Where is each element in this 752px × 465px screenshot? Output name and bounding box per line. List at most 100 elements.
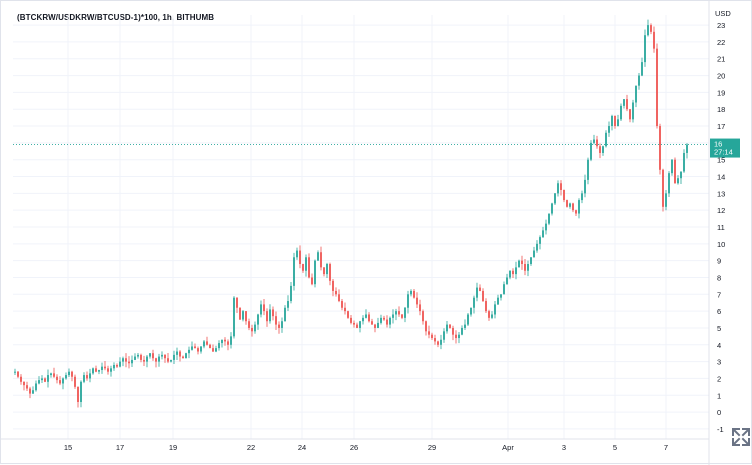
candle-body (434, 338, 436, 342)
candle (269, 304, 271, 324)
candle (320, 246, 322, 271)
candle-body (635, 85, 637, 103)
candle-body (134, 356, 136, 360)
candle (563, 189, 565, 203)
candle (434, 334, 436, 345)
price-tick-label: 23 (717, 21, 725, 30)
candle-body (164, 354, 166, 359)
candle-body (62, 378, 64, 384)
candle-body (482, 290, 484, 302)
candle (68, 368, 70, 378)
candle-body (242, 311, 244, 320)
candle (602, 145, 604, 156)
candle (353, 320, 355, 328)
candle (110, 365, 112, 377)
price-tick-label: 4 (717, 341, 721, 350)
candle-body (101, 366, 103, 371)
candle (542, 226, 544, 238)
candle (455, 330, 457, 344)
candle (479, 284, 481, 292)
candle-body (602, 146, 604, 153)
candle (188, 346, 190, 359)
candle-body (389, 317, 391, 325)
candle (413, 289, 415, 299)
candle (299, 245, 301, 269)
candle-body (578, 200, 580, 214)
candle-body (293, 257, 295, 286)
time-tick-label: 15 (64, 443, 72, 452)
time-tick-label: 5 (613, 443, 617, 452)
candle (548, 213, 550, 226)
candle-body (323, 267, 325, 275)
candle-body (14, 371, 16, 373)
candle-body (560, 183, 562, 190)
candle-body (152, 353, 154, 359)
candle (26, 381, 28, 391)
price-tick-label: 12 (717, 206, 725, 215)
candle-body (227, 341, 229, 345)
price-tick-label: 18 (717, 105, 725, 114)
candle-body (329, 264, 331, 281)
candle-body (605, 132, 607, 147)
candle (554, 193, 556, 205)
candle-body (476, 287, 478, 298)
candle (494, 300, 496, 319)
candle-body (479, 287, 481, 291)
candle (524, 259, 526, 276)
candle (410, 289, 412, 297)
candle (290, 282, 292, 304)
candle (329, 262, 331, 286)
candle (386, 315, 388, 328)
candle-body (488, 311, 490, 318)
price-tick-label: 7 (717, 290, 721, 299)
candle-body (584, 179, 586, 194)
candle-body (113, 364, 115, 369)
candle-body (299, 250, 301, 265)
candle (197, 346, 199, 355)
candle-body (536, 243, 538, 251)
candle (89, 368, 91, 383)
candle-body (296, 250, 298, 258)
candle-body (569, 203, 571, 207)
candle (443, 328, 445, 343)
candle-body (335, 290, 337, 295)
price-axis[interactable]: USD-101234567891011121314151617181920212… (708, 1, 731, 465)
candle-body (662, 169, 664, 207)
candle-body (284, 307, 286, 322)
candle-body (266, 311, 268, 322)
candle (17, 371, 19, 379)
candle (389, 316, 391, 329)
candle (218, 340, 220, 351)
candle-body (32, 390, 34, 394)
candle-body (98, 370, 100, 372)
candle-body (56, 376, 58, 381)
candle (344, 302, 346, 315)
candle-body (89, 373, 91, 379)
candle-body (131, 359, 133, 364)
candle-body (365, 314, 367, 318)
candle-body (65, 375, 67, 379)
candle-body (380, 317, 382, 323)
candle (596, 135, 598, 149)
candle (227, 339, 229, 351)
candle-body (458, 334, 460, 339)
time-axis[interactable]: 15 17 19 22 24 26 29 Apr 3 5 7 (1, 438, 709, 452)
candle (323, 267, 325, 277)
candle-body (509, 270, 511, 278)
candle-body (452, 327, 454, 335)
candle (158, 353, 160, 367)
candle (641, 57, 643, 77)
fullscreen-expand-icon[interactable] (731, 427, 751, 447)
candle-body (590, 142, 592, 160)
candle-body (410, 290, 412, 295)
candle-body (302, 264, 304, 271)
candle-body (557, 183, 559, 194)
candle (287, 295, 289, 312)
candle (164, 354, 166, 363)
candle-body (104, 366, 106, 369)
price-tick-label: 5 (717, 324, 721, 333)
candle (476, 282, 478, 302)
last-price-badge (710, 138, 740, 158)
